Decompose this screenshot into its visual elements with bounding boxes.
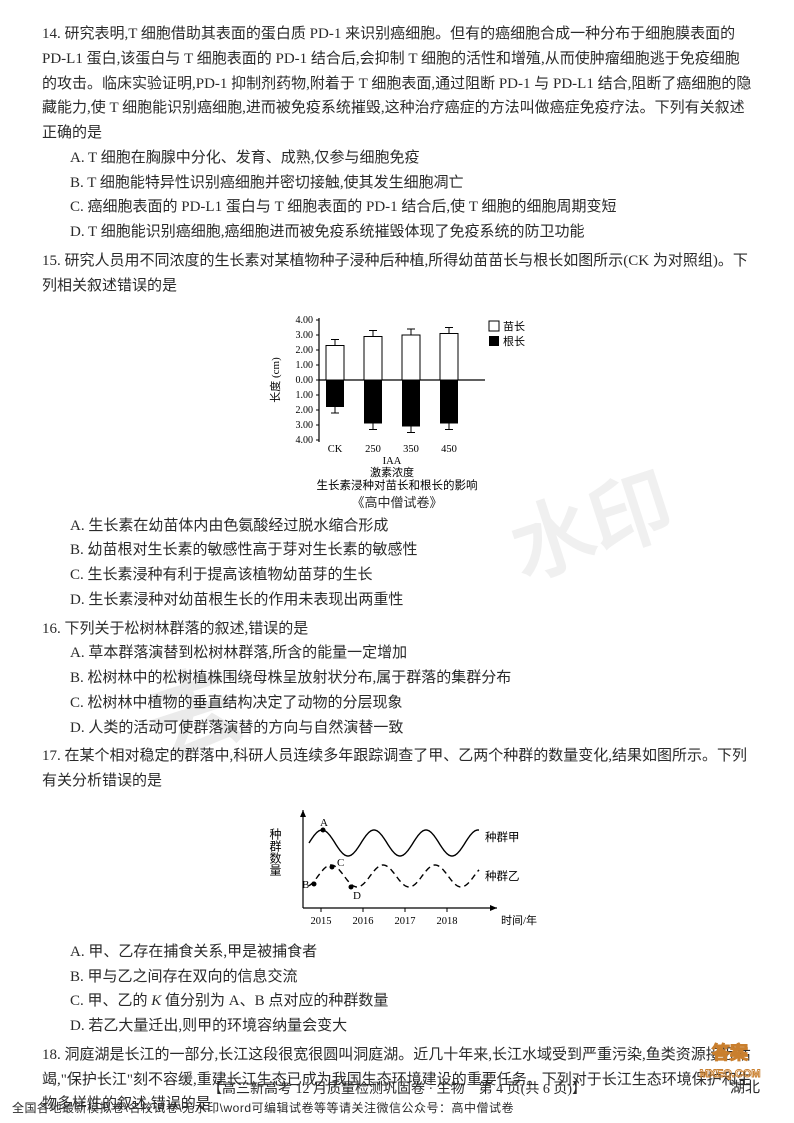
svg-text:450: 450: [441, 444, 457, 455]
q15-opt-c: C. 生长素浸种有利于提高该植物幼苗芽的生长: [70, 563, 752, 588]
svg-text:IAA: IAA: [383, 456, 402, 467]
svg-text:激素浓度: 激素浓度: [370, 465, 414, 479]
q17-options: A. 甲、乙存在捕食关系,甲是被捕食者 B. 甲与乙之间存在双向的信息交流 C.…: [42, 940, 752, 1039]
brand-corner-icon: 答案 MXEQ.COM: [684, 1039, 776, 1083]
svg-text:2.00: 2.00: [296, 405, 314, 416]
svg-text:种群数量: 种群数量: [268, 827, 282, 875]
q16-options: A. 草本群落演替到松树林群落,所含的能量一定增加 B. 松树林中的松树植株围绕…: [42, 641, 752, 740]
svg-text:长度 (cm): 长度 (cm): [268, 357, 282, 403]
svg-text:B: B: [302, 879, 309, 891]
svg-text:4.00: 4.00: [296, 435, 314, 446]
q17-chart-svg: 种群数量 2015 2016 2017 2018 时间/年 A B C D 种群甲种群乙: [247, 798, 547, 938]
svg-text:生长素浸种对苗长和根长的影响: 生长素浸种对苗长和根长的影响: [317, 478, 478, 492]
svg-text:时间/年: 时间/年: [501, 913, 537, 927]
q16-opt-b: B. 松树林中的松树植株围绕母株呈放射状分布,属于群落的集群分布: [70, 666, 752, 691]
q15-extra-label: 《高中僧试卷》: [42, 492, 752, 513]
q16-stem: 下列关于松树林群落的叙述,错误的是: [65, 621, 309, 637]
q16-opt-a: A. 草本群落演替到松树林群落,所含的能量一定增加: [70, 641, 752, 666]
q14-number: 14.: [42, 22, 61, 47]
svg-text:C: C: [337, 857, 344, 869]
svg-text:CK: CK: [328, 444, 343, 455]
q17-number: 17.: [42, 744, 61, 769]
svg-text:A: A: [320, 817, 328, 829]
q14-opt-c: C. 癌细胞表面的 PD-L1 蛋白与 T 细胞表面的 PD-1 结合后,使 T…: [70, 195, 752, 220]
q14-stem: 研究表明,T 细胞借助其表面的蛋白质 PD-1 来识别癌细胞。但有的癌细胞合成一…: [42, 26, 751, 141]
svg-text:3.00: 3.00: [296, 420, 314, 431]
question-14: 14. 研究表明,T 细胞借助其表面的蛋白质 PD-1 来识别癌细胞。但有的癌细…: [42, 22, 752, 245]
q16-opt-d: D. 人类的活动可使群落演替的方向与自然演替一致: [70, 716, 752, 741]
q14-opt-d: D. T 细胞能识别癌细胞,癌细胞进而被免疫系统摧毁体现了免疫系统的防卫功能: [70, 220, 752, 245]
q17-opt-a: A. 甲、乙存在捕食关系,甲是被捕食者: [70, 940, 752, 965]
q15-chart: 4.00 3.00 2.00 1.00 0.00 1.00 2.00 3.00 4.00 长度 (…: [42, 302, 752, 492]
svg-text:2018: 2018: [437, 916, 458, 927]
svg-text:根长: 根长: [503, 334, 525, 348]
svg-text:4.00: 4.00: [296, 315, 314, 326]
k-symbol: K: [151, 993, 161, 1009]
svg-text:种群甲: 种群甲: [485, 830, 520, 844]
svg-text:1.00: 1.00: [296, 360, 314, 371]
question-16: 16. 下列关于松树林群落的叙述,错误的是 A. 草本群落演替到松树林群落,所含…: [42, 617, 752, 741]
question-15: 15. 研究人员用不同浓度的生长素对某植物种子浸种后种植,所得幼苗苗长与根长如图…: [42, 249, 752, 613]
svg-text:苗长: 苗长: [503, 320, 525, 333]
q14-opt-b: B. T 细胞能特异性识别癌细胞并密切接触,使其发生细胞凋亡: [70, 171, 752, 196]
q16-opt-c: C. 松树林中植物的垂直结构决定了动物的分层现象: [70, 691, 752, 716]
page-footer: 【高三新高考 12 月质量检测巩固卷 · 生物 第 4 页(共 6 页)】: [0, 1078, 794, 1101]
svg-text:250: 250: [365, 444, 381, 455]
svg-text:1.00: 1.00: [296, 390, 314, 401]
svg-text:2017: 2017: [395, 916, 416, 927]
q15-chart-svg: 4.00 3.00 2.00 1.00 0.00 1.00 2.00 3.00 4.00 长度 (…: [257, 302, 537, 492]
q17-opt-d: D. 若乙大量迁出,则甲的环境容纳量会变大: [70, 1014, 752, 1039]
q17-opt-b: B. 甲与乙之间存在双向的信息交流: [70, 965, 752, 990]
svg-text:0.00: 0.00: [296, 375, 314, 386]
q17-stem: 在某个相对稳定的群落中,科研人员连续多年跟踪调查了甲、乙两个种群的数量变化,结果…: [42, 748, 747, 789]
svg-text:3.00: 3.00: [296, 330, 314, 341]
svg-text:D: D: [353, 890, 361, 902]
footer-note: 全国各地最新模拟卷\名校试卷\无水印\word可编辑试卷等等请关注微信公众号：高…: [12, 1099, 514, 1119]
svg-text:2.00: 2.00: [296, 345, 314, 356]
svg-text:2016: 2016: [353, 916, 374, 927]
svg-text:答案: 答案: [712, 1042, 749, 1063]
q18-number: 18.: [42, 1043, 61, 1068]
q14-options: A. T 细胞在胸腺中分化、发育、成熟,仅参与细胞免疫 B. T 细胞能特异性识…: [42, 146, 752, 245]
q17-opt-c: C. 甲、乙的 K 值分别为 A、B 点对应的种群数量: [70, 989, 752, 1014]
q14-opt-a: A. T 细胞在胸腺中分化、发育、成熟,仅参与细胞免疫: [70, 146, 752, 171]
q15-opt-d: D. 生长素浸种对幼苗根生长的作用未表现出两重性: [70, 588, 752, 613]
q15-opt-b: B. 幼苗根对生长素的敏感性高于芽对生长素的敏感性: [70, 538, 752, 563]
footer-text: 【高三新高考 12 月质量检测巩固卷 · 生物 第 4 页(共 6 页)】: [208, 1082, 586, 1097]
svg-text:种群乙: 种群乙: [485, 869, 520, 883]
svg-text:MXEQ.COM: MXEQ.COM: [699, 1068, 760, 1080]
q15-number: 15.: [42, 249, 61, 274]
q15-options: A. 生长素在幼苗体内由色氨酸经过脱水缩合形成 B. 幼苗根对生长素的敏感性高于…: [42, 514, 752, 613]
question-17: 17. 在某个相对稳定的群落中,科研人员连续多年跟踪调查了甲、乙两个种群的数量变…: [42, 744, 752, 1039]
svg-text:350: 350: [403, 444, 419, 455]
q15-opt-a: A. 生长素在幼苗体内由色氨酸经过脱水缩合形成: [70, 514, 752, 539]
svg-text:2015: 2015: [311, 916, 332, 927]
q16-number: 16.: [42, 617, 61, 642]
q15-stem: 研究人员用不同浓度的生长素对某植物种子浸种后种植,所得幼苗苗长与根长如图所示(C…: [42, 253, 748, 294]
q17-chart: 种群数量 2015 2016 2017 2018 时间/年 A B C D 种群甲种群乙: [42, 798, 752, 938]
